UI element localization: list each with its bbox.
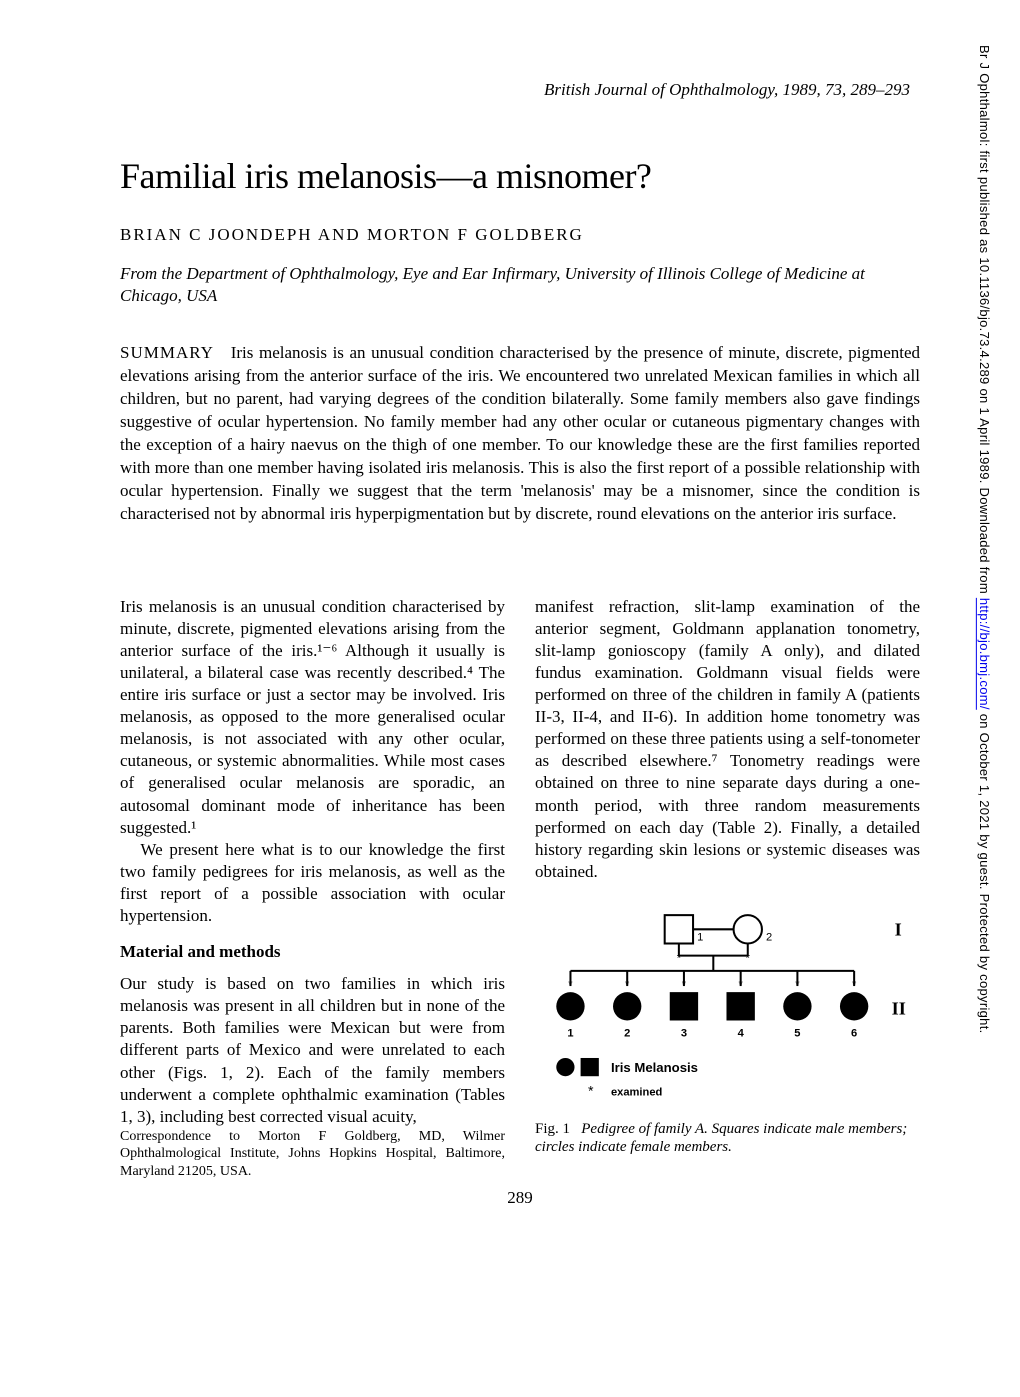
svg-text:*: * xyxy=(738,979,743,991)
figure-1-label: Fig. 1 xyxy=(535,1121,570,1137)
side-text-prefix: Br J Ophthalmol: first published as 10.1… xyxy=(977,45,992,598)
figure-1: * 1 * 2 I xyxy=(535,905,920,1157)
svg-text:*: * xyxy=(625,979,630,991)
methods-para-1: Our study is based on two families in wh… xyxy=(120,973,505,1128)
page-number: 289 xyxy=(120,1188,920,1208)
left-column: Iris melanosis is an unusual condition c… xyxy=(120,596,505,1181)
section-heading-methods: Material and methods xyxy=(120,941,505,963)
author-affiliation: From the Department of Ophthalmology, Ey… xyxy=(120,263,920,307)
methods-para-2: manifest refraction, slit-lamp examinati… xyxy=(535,596,920,883)
vertical-download-notice: Br J Ophthalmol: first published as 10.1… xyxy=(972,45,992,1352)
figure-1-caption-text: Pedigree of family A. Squares indicate m… xyxy=(535,1121,907,1156)
correspondence-address: Correspondence to Morton F Goldberg, MD,… xyxy=(120,1128,505,1181)
body-columns: Iris melanosis is an unusual condition c… xyxy=(120,596,920,1181)
svg-text:I: I xyxy=(895,919,902,939)
summary-label: SUMMARY xyxy=(120,343,214,362)
svg-text:*: * xyxy=(568,979,573,991)
journal-link[interactable]: http://bjo.bmj.com/ xyxy=(977,598,992,710)
svg-text:2: 2 xyxy=(766,931,772,943)
article-authors: BRIAN C JOONDEPH AND MORTON F GOLDBERG xyxy=(120,225,920,245)
svg-text:*: * xyxy=(852,979,857,991)
figure-1-caption: Fig. 1 Pedigree of family A. Squares ind… xyxy=(535,1120,920,1158)
side-text-suffix: on October 1, 2021 by guest. Protected b… xyxy=(977,710,992,1034)
svg-text:*: * xyxy=(682,979,687,991)
svg-text:3: 3 xyxy=(681,1028,687,1040)
svg-text:1: 1 xyxy=(567,1028,573,1040)
svg-text:6: 6 xyxy=(851,1028,857,1040)
svg-text:2: 2 xyxy=(624,1028,630,1040)
journal-citation: British Journal of Ophthalmology, 1989, … xyxy=(120,80,910,100)
abstract: SUMMARY Iris melanosis is an unusual con… xyxy=(120,342,920,526)
intro-para-1: Iris melanosis is an unusual condition c… xyxy=(120,596,505,839)
right-column: manifest refraction, slit-lamp examinati… xyxy=(535,596,920,1181)
svg-text:1: 1 xyxy=(697,931,703,943)
legend-examined-label: examined xyxy=(611,1086,663,1098)
svg-text:II: II xyxy=(892,998,906,1018)
article-title: Familial iris melanosis—a misnomer? xyxy=(120,155,920,197)
legend-affected-label: Iris Melanosis xyxy=(611,1060,698,1075)
intro-para-2: We present here what is to our knowledge… xyxy=(120,839,505,927)
svg-text:*: * xyxy=(795,979,800,991)
svg-text:4: 4 xyxy=(738,1028,745,1040)
svg-text:5: 5 xyxy=(794,1028,800,1040)
summary-text: Iris melanosis is an unusual condition c… xyxy=(120,343,920,523)
svg-text:*: * xyxy=(588,1083,594,1099)
pedigree-diagram: * 1 * 2 I xyxy=(535,905,920,1108)
